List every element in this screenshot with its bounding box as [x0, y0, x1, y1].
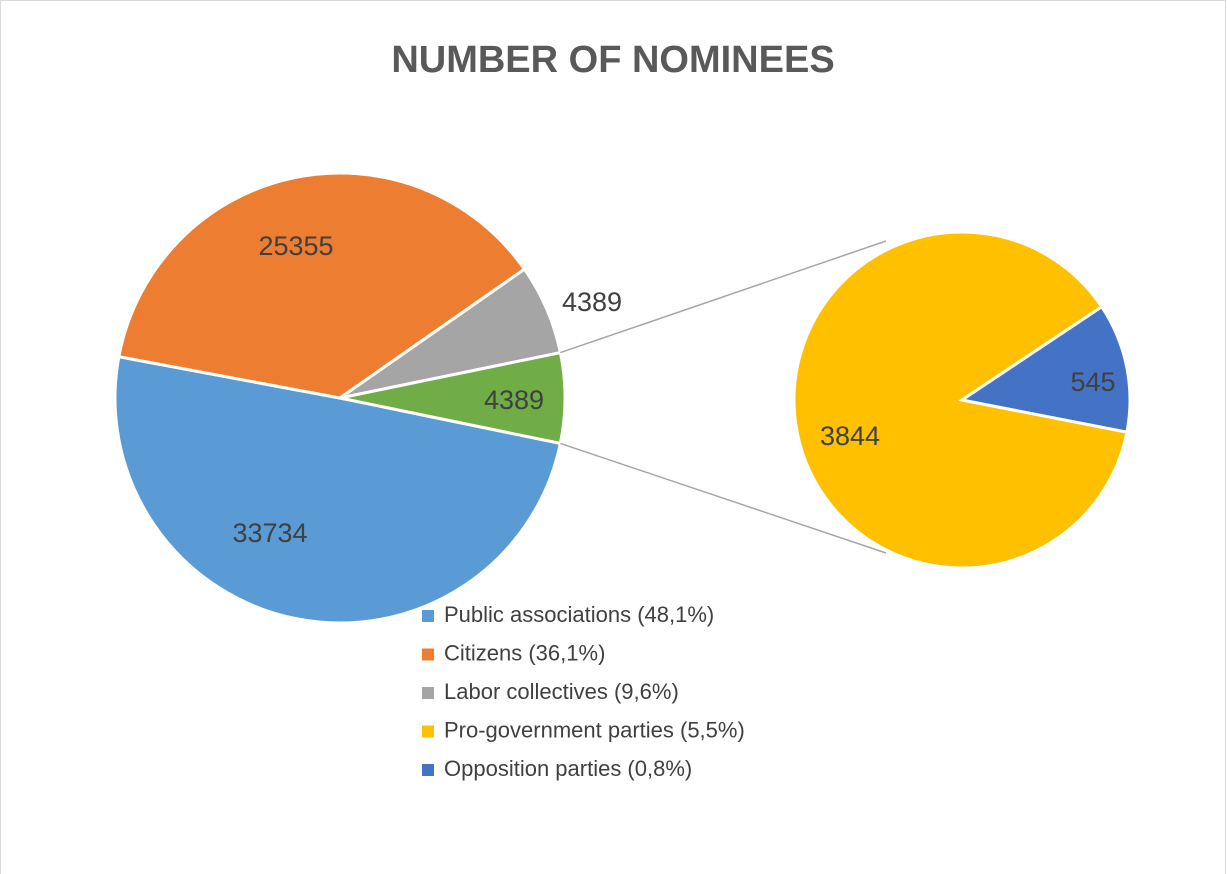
pie-slice	[117, 171, 527, 400]
value-label: 545	[1070, 367, 1115, 397]
legend-label: Opposition parties (0,8%)	[444, 756, 692, 781]
value-label: 4389	[562, 287, 622, 317]
legend-swatch	[422, 764, 434, 776]
connector-line	[560, 240, 887, 354]
legend-label: Public associations (48,1%)	[444, 602, 714, 627]
value-label: 33734	[232, 518, 307, 548]
legend-swatch	[422, 725, 434, 738]
value-label: 25355	[258, 231, 333, 261]
legend-label: Labor collectives (9,6%)	[444, 679, 679, 704]
legend-swatch	[422, 648, 434, 661]
value-label: 3844	[820, 421, 880, 451]
pie-slice	[958, 304, 1132, 434]
pie-slice	[113, 354, 563, 625]
legend-swatch	[422, 610, 434, 622]
connector-line	[560, 442, 887, 554]
chart-title: NUMBER OF NOMINEES	[391, 39, 834, 81]
legend-label: Citizens (36,1%)	[444, 640, 605, 665]
pie-slice	[339, 350, 567, 446]
legend-swatch	[422, 687, 434, 699]
value-label: 4389	[484, 385, 544, 415]
legend-label: Pro-government parties (5,5%)	[444, 717, 745, 742]
